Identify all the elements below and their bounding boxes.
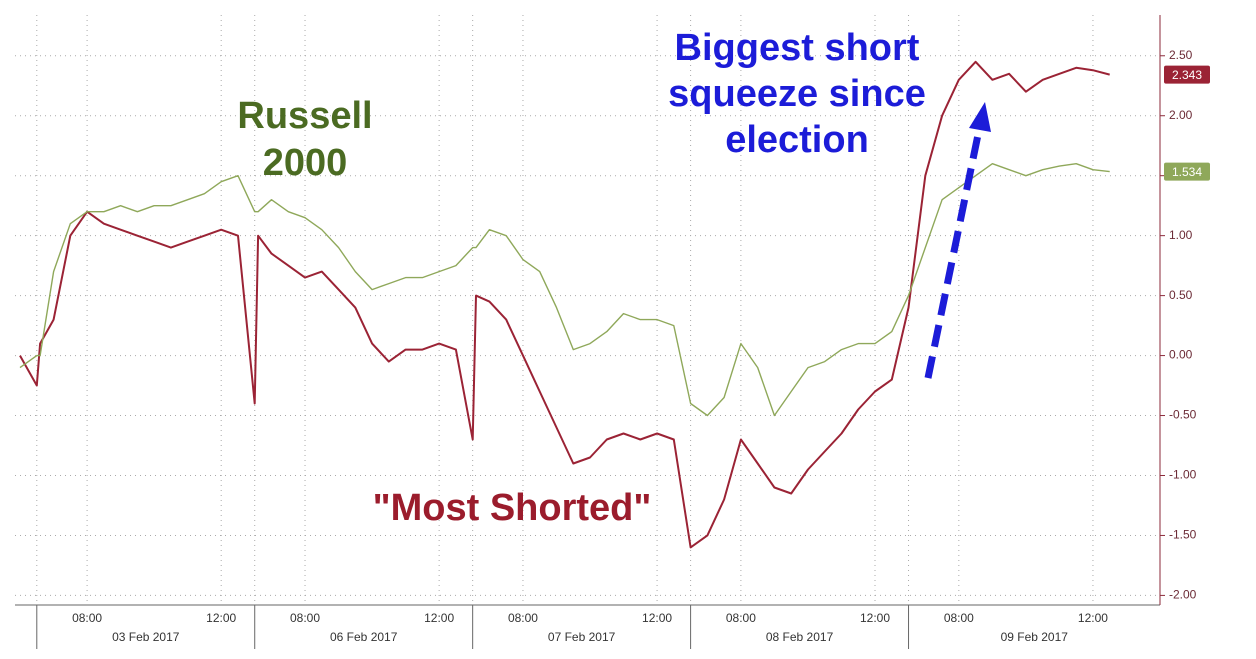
x-group-label: 08 Feb 2017	[766, 630, 834, 644]
x-tick-label: 12:00	[206, 611, 236, 625]
axes: -2.00-1.50-1.00-0.500.000.501.001.502.00…	[15, 15, 1210, 649]
annotation: election	[725, 119, 869, 161]
x-tick-label: 12:00	[1078, 611, 1108, 625]
y-tick-label: -1.50	[1169, 528, 1197, 542]
last-value-label: 2.343	[1172, 68, 1202, 82]
x-tick-label: 08:00	[72, 611, 102, 625]
last-value-label: 1.534	[1172, 165, 1202, 179]
x-tick-label: 12:00	[424, 611, 454, 625]
y-tick-label: 0.50	[1169, 288, 1193, 302]
lines	[19, 60, 1110, 549]
y-tick-label: -2.00	[1169, 588, 1197, 602]
y-tick-label: -1.00	[1169, 468, 1197, 482]
x-tick-label: 08:00	[944, 611, 974, 625]
annotation: Russell	[237, 95, 372, 137]
x-tick-label: 12:00	[642, 611, 672, 625]
y-tick-label: 2.50	[1169, 48, 1193, 62]
x-tick-label: 08:00	[290, 611, 320, 625]
y-tick-label: 1.00	[1169, 228, 1193, 242]
annotation: 2000	[263, 142, 348, 184]
arrow-head	[969, 102, 991, 132]
arrow-shaft	[924, 124, 984, 379]
y-tick-label: -0.50	[1169, 408, 1197, 422]
annotation: "Most Shorted"	[373, 487, 652, 529]
y-tick-label: 2.00	[1169, 108, 1193, 122]
x-group-label: 03 Feb 2017	[112, 630, 180, 644]
x-tick-label: 12:00	[860, 611, 890, 625]
x-group-label: 07 Feb 2017	[548, 630, 616, 644]
x-tick-label: 08:00	[508, 611, 538, 625]
x-tick-label: 08:00	[726, 611, 756, 625]
x-group-label: 09 Feb 2017	[1001, 630, 1069, 644]
series-line	[19, 60, 1110, 549]
last-value-badge	[1164, 65, 1210, 84]
last-value-badge	[1164, 162, 1210, 181]
annotation: Biggest short	[675, 27, 920, 69]
y-tick-label: 0.00	[1169, 348, 1193, 362]
annotation: squeeze since	[668, 73, 926, 115]
series-line	[19, 163, 1110, 417]
x-group-label: 06 Feb 2017	[330, 630, 398, 644]
